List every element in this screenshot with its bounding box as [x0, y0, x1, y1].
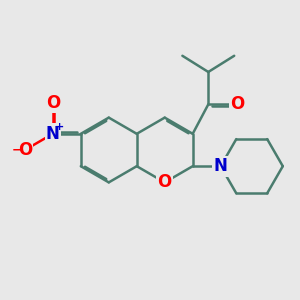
- Text: O: O: [18, 141, 32, 159]
- Text: N: N: [46, 125, 60, 143]
- Text: O: O: [158, 173, 172, 191]
- Text: O: O: [46, 94, 60, 112]
- Text: O: O: [231, 95, 245, 113]
- Text: −: −: [11, 143, 22, 157]
- Text: +: +: [55, 122, 64, 132]
- Text: N: N: [214, 157, 228, 175]
